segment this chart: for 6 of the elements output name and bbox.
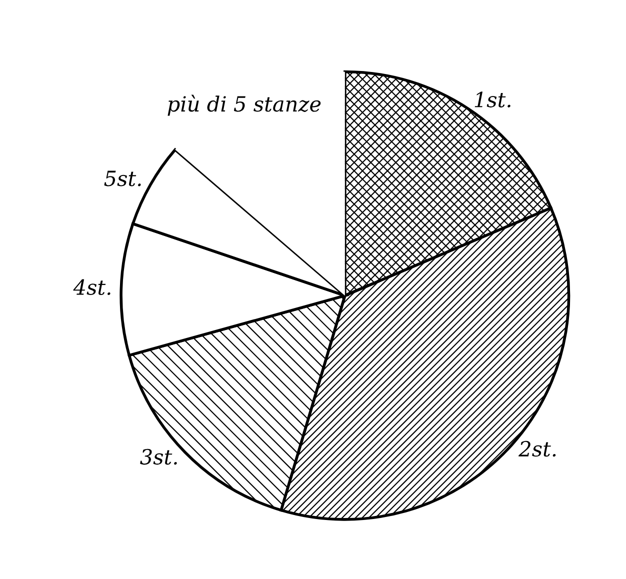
slice-label: più di 5 stanze: [168, 94, 321, 116]
slice-label: 2st.: [518, 440, 556, 457]
slice-label: 1st.: [474, 92, 510, 108]
slice-label: 4st.: [73, 279, 110, 296]
slice-label: 3st.: [140, 448, 177, 465]
slice-label: 5st.: [104, 170, 141, 186]
